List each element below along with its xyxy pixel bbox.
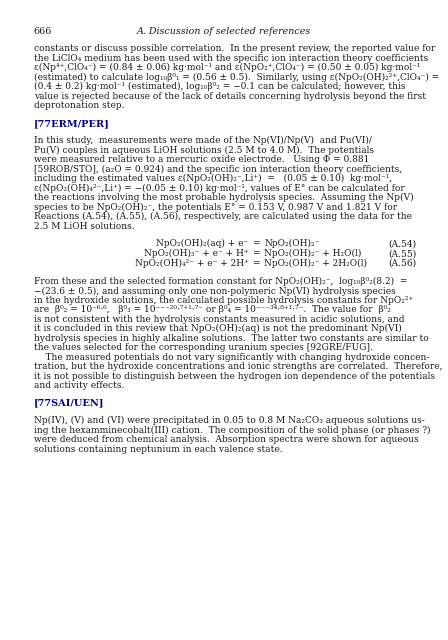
Text: species to be NpO₂(OH)₂⁻, the potentials E° = 0.153 V, 0.987 V and 1.821 V for: species to be NpO₂(OH)₂⁻, the potentials… bbox=[34, 203, 397, 212]
Text: Np(IV), (V) and (VI) were precipitated in 0.05 to 0.8 M Na₂CO₃ aqueous solutions: Np(IV), (V) and (VI) were precipitated i… bbox=[34, 416, 424, 426]
Text: =: = bbox=[252, 259, 259, 268]
Text: =: = bbox=[252, 239, 259, 248]
Text: 2.5 M LiOH solutions.: 2.5 M LiOH solutions. bbox=[34, 221, 134, 230]
Text: solutions containing neptunium in each valence state.: solutions containing neptunium in each v… bbox=[34, 445, 282, 454]
Text: is not consistent with the hydrolysis constants measured in acidic solutions, an: is not consistent with the hydrolysis co… bbox=[34, 315, 404, 324]
Text: the LiClO₄ medium has been used with the specific ion interaction theory coeffic: the LiClO₄ medium has been used with the… bbox=[34, 54, 428, 63]
Text: (A.54): (A.54) bbox=[388, 239, 417, 248]
Text: including the estimated values ε(NpO₂(OH)₂⁻,Li⁺)  =   (0.05 ± 0.10)  kg·mol⁻¹,: including the estimated values ε(NpO₂(OH… bbox=[34, 174, 392, 183]
Text: [77SAI/UEN]: [77SAI/UEN] bbox=[34, 399, 104, 408]
Text: ε(Np⁴⁺,ClO₄⁻) = (0.84 ± 0.06) kg·mol⁻¹ and ε(NpO₂⁺,ClO₄⁻) = (0.50 ± 0.05) kg·mol: ε(Np⁴⁺,ClO₄⁻) = (0.84 ± 0.06) kg·mol⁻¹ a… bbox=[34, 63, 420, 72]
Text: were deduced from chemical analysis.  Absorption spectra were shown for aqueous: were deduced from chemical analysis. Abs… bbox=[34, 435, 418, 444]
Text: [59ROB/STO], (a₂O = 0.924) and the specific ion interaction theory coefficients,: [59ROB/STO], (a₂O = 0.924) and the speci… bbox=[34, 164, 402, 174]
Text: it is concluded in this review that NpO₂(OH)₂(aq) is not the predominant Np(VI): it is concluded in this review that NpO₂… bbox=[34, 324, 401, 333]
Text: (A.55): (A.55) bbox=[388, 249, 417, 258]
Text: and activity effects.: and activity effects. bbox=[34, 381, 124, 390]
Text: (A.56): (A.56) bbox=[388, 259, 417, 268]
Text: were measured relative to a mercuric oxide electrode.   Using Φ = 0.881: were measured relative to a mercuric oxi… bbox=[34, 156, 369, 164]
Text: NpO₂(OH)₃⁻ + e⁻ + H⁺: NpO₂(OH)₃⁻ + e⁻ + H⁺ bbox=[144, 249, 249, 258]
Text: 666: 666 bbox=[34, 27, 52, 36]
Text: =: = bbox=[252, 249, 259, 258]
Text: (0.4 ± 0.2) kg·mol⁻¹ (estimated), log₁₀β⁰₂ = −0.1 can be calculated; however, th: (0.4 ± 0.2) kg·mol⁻¹ (estimated), log₁₀β… bbox=[34, 83, 405, 92]
Text: hydrolysis species in highly alkaline solutions.  The latter two constants are s: hydrolysis species in highly alkaline so… bbox=[34, 334, 428, 343]
Text: −(23.6 ± 0.5), and assuming only one non-polymeric Np(VI) hydrolysis species: −(23.6 ± 0.5), and assuming only one non… bbox=[34, 287, 395, 296]
Text: NpO₂(OH)₂(aq) + e⁻: NpO₂(OH)₂(aq) + e⁻ bbox=[156, 239, 249, 248]
Text: are  β⁰₂ = 10⁻⁶·⁶,   β⁰₃ = 10⁻⁻⁻²⁰·⁷⁺¹·⁷⁻ or β⁰₄ = 10⁻⁻⁻³⁴·⁸⁺¹·⁷⁻.  The value fo: are β⁰₂ = 10⁻⁶·⁶, β⁰₃ = 10⁻⁻⁻²⁰·⁷⁺¹·⁷⁻ o… bbox=[34, 305, 391, 314]
Text: deprotonation step.: deprotonation step. bbox=[34, 101, 124, 110]
Text: ing the hexamminecobalt(III) cation.  The composition of the solid phase (or pha: ing the hexamminecobalt(III) cation. The… bbox=[34, 426, 430, 435]
Text: The measured potentials do not vary significantly with changing hydroxide concen: The measured potentials do not vary sign… bbox=[34, 353, 429, 362]
Text: the reactions involving the most probable hydrolysis species.  Assuming the Np(V: the reactions involving the most probabl… bbox=[34, 193, 413, 202]
Text: it is not possible to distinguish between the hydrogen ion dependence of the pot: it is not possible to distinguish betwee… bbox=[34, 372, 435, 381]
Text: constants or discuss possible correlation.  In the present review, the reported : constants or discuss possible correlatio… bbox=[34, 44, 435, 53]
Text: NpO₂(OH)₂⁻: NpO₂(OH)₂⁻ bbox=[264, 239, 320, 248]
Text: tration, but the hydroxide concentrations and ionic strengths are correlated.  T: tration, but the hydroxide concentration… bbox=[34, 362, 442, 371]
Text: A. Discussion of selected references: A. Discussion of selected references bbox=[137, 27, 311, 36]
Text: Pu(V) couples in aqueous LiOH solutions (2.5 M to 4.0 M).  The potentials: Pu(V) couples in aqueous LiOH solutions … bbox=[34, 146, 374, 155]
Text: Reactions (A.54), (A.55), (A.56), respectively, are calculated using the data fo: Reactions (A.54), (A.55), (A.56), respec… bbox=[34, 212, 412, 221]
Text: value is rejected because of the lack of details concerning hydrolysis beyond th: value is rejected because of the lack of… bbox=[34, 92, 426, 100]
Text: [77ERM/PER]: [77ERM/PER] bbox=[34, 119, 109, 128]
Text: in the hydroxide solutions, the calculated possible hydrolysis constants for NpO: in the hydroxide solutions, the calculat… bbox=[34, 296, 413, 305]
Text: (estimated) to calculate log₁₀β⁰₁ = (0.56 ± 0.5).  Similarly, using ε(NpO₂(OH)₂²: (estimated) to calculate log₁₀β⁰₁ = (0.5… bbox=[34, 73, 439, 82]
Text: In this study,  measurements were made of the Np(VI)/Np(V)  and Pu(VI)/: In this study, measurements were made of… bbox=[34, 136, 371, 145]
Text: NpO₂(OH)₂⁻ + H₂O(l): NpO₂(OH)₂⁻ + H₂O(l) bbox=[264, 249, 362, 258]
Text: the values selected for the corresponding uranium species [92GRE/FUG].: the values selected for the correspondin… bbox=[34, 343, 372, 352]
Text: From these and the selected formation constant for NpO₂(OH)₂⁻,  log₁₀β⁰₂(8.2)  =: From these and the selected formation co… bbox=[34, 277, 407, 286]
Text: NpO₂(OH)₂⁻ + 2H₂O(l): NpO₂(OH)₂⁻ + 2H₂O(l) bbox=[264, 259, 367, 268]
Text: NpO₂(OH)₄²⁻ + e⁻ + 2H⁺: NpO₂(OH)₄²⁻ + e⁻ + 2H⁺ bbox=[135, 259, 249, 268]
Text: ε(NpO₂(OH)₄²⁻,Li⁺) = −(0.05 ± 0.10) kg·mol⁻¹, values of E° can be calculated for: ε(NpO₂(OH)₄²⁻,Li⁺) = −(0.05 ± 0.10) kg·m… bbox=[34, 184, 405, 193]
